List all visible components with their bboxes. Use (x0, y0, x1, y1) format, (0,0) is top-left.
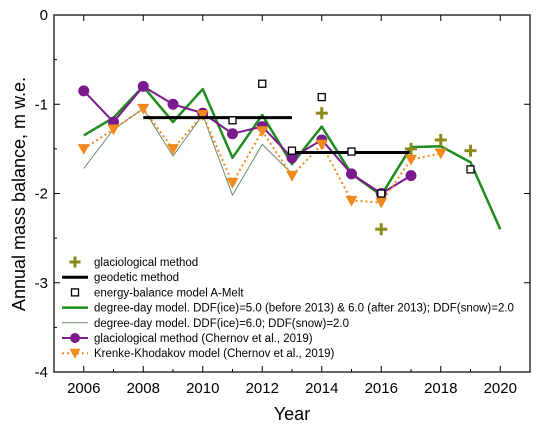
data-point (405, 154, 417, 166)
legend-label: degree-day model. DDF(ice)=6.0; DDF(snow… (94, 318, 349, 330)
data-point (405, 170, 417, 182)
data-point (196, 110, 209, 121)
legend-item-glaciological-method-chernov-et-al-2019: glaciological method (Chernov et al., 20… (62, 333, 313, 345)
data-point (345, 195, 358, 207)
data-point (287, 146, 297, 155)
x-tick-label: 2018 (424, 380, 457, 397)
data-point (137, 80, 149, 92)
legend-label: glaciological method (Chernov et al., 20… (94, 333, 313, 345)
y-axis-ticks: 0 -1 -2 -3 -4 (35, 7, 530, 381)
data-point (226, 177, 239, 189)
series-layer (77, 79, 502, 236)
x-axis-ticks: 2006 2008 2010 2012 2014 2016 2018 2020 (53, 15, 531, 397)
data-point (317, 92, 326, 102)
legend-item-degree-day-model-ddf-ice-5-0-before-2013-6-0-after-2013-ddf-snow-2-0: degree-day model. DDF(ice)=5.0 (before 2… (62, 303, 514, 315)
x-tick-label: 2008 (127, 380, 160, 397)
data-point (315, 107, 328, 120)
legend-swatch-marker (69, 348, 81, 359)
series-krenke-khodakov-model-chernov-et-al-2019 (77, 103, 447, 209)
data-point (466, 165, 475, 174)
legend-label: geodetic method (94, 272, 179, 284)
y-tick-label: -3 (35, 275, 48, 292)
data-point (434, 148, 447, 160)
legend-label: degree-day model. DDF(ice)=5.0 (before 2… (94, 303, 514, 315)
data-point (167, 98, 179, 110)
y-tick-label: 0 (40, 7, 48, 24)
legend-item-krenke-khodakov-model-chernov-et-al-2019: Krenke-Khodakov model (Chernov et al., 2… (62, 348, 335, 360)
y-tick-label: -1 (35, 96, 48, 113)
data-point (256, 126, 269, 138)
data-point (315, 139, 328, 151)
legend-swatch-marker (70, 333, 80, 343)
data-point (347, 147, 356, 156)
data-point (228, 116, 237, 125)
legend-item-glaciological-method: glaciological method (69, 256, 198, 269)
x-tick-label: 2012 (246, 380, 279, 397)
data-point (167, 144, 179, 155)
legend-swatch-marker (69, 256, 81, 268)
x-tick-label: 2006 (67, 380, 100, 397)
data-point (375, 223, 388, 236)
data-point (434, 133, 447, 146)
series-glaciological-method-chernov-et-al-2019 (78, 80, 417, 199)
x-tick-label: 2010 (186, 380, 219, 397)
legend-item-degree-day-model-ddf-ice-6-0-ddf-snow-2-0: degree-day model. DDF(ice)=6.0; DDF(snow… (62, 318, 349, 330)
series-line (83, 85, 412, 195)
series-geodetic-method (143, 116, 411, 154)
y-tick-label: -2 (35, 186, 48, 203)
data-point (377, 189, 386, 198)
legend-item-geodetic-method: geodetic method (62, 272, 179, 284)
data-point (464, 144, 477, 157)
data-point (405, 142, 417, 155)
legend-label: Krenke-Khodakov model (Chernov et al., 2… (94, 348, 335, 360)
data-point (286, 170, 298, 182)
series-line (83, 85, 502, 230)
data-point (258, 79, 267, 88)
data-point (375, 197, 388, 209)
x-tick-label: 2014 (305, 380, 338, 397)
data-point (227, 128, 238, 140)
legend-label: energy-balance model A-Melt (94, 287, 244, 299)
legend-item-energy-balance-model-a-melt: energy-balance model A-Melt (70, 287, 244, 299)
x-tick-label: 2016 (365, 380, 398, 397)
series-degree-day-model-ddf-ice-5-0-before-2013-6-0-after-2013-ddf-snow-2-0 (83, 85, 502, 230)
y-axis-title: Annual mass balance, m w.e. (9, 77, 29, 311)
legend-label: glaciological method (94, 257, 198, 269)
data-point (137, 103, 150, 115)
legend-swatch-marker (70, 288, 80, 297)
data-point (78, 85, 90, 97)
x-tick-label: 2020 (484, 380, 517, 397)
data-point (107, 124, 120, 136)
data-point (346, 168, 357, 180)
data-point (77, 144, 90, 155)
series-energy-balance-model-a-melt (228, 79, 475, 198)
y-tick-label: -4 (35, 364, 48, 381)
x-axis-title: Year (274, 404, 310, 424)
series-glaciological-method (315, 107, 477, 236)
legend: glaciological method geodetic method energ… (62, 256, 514, 360)
